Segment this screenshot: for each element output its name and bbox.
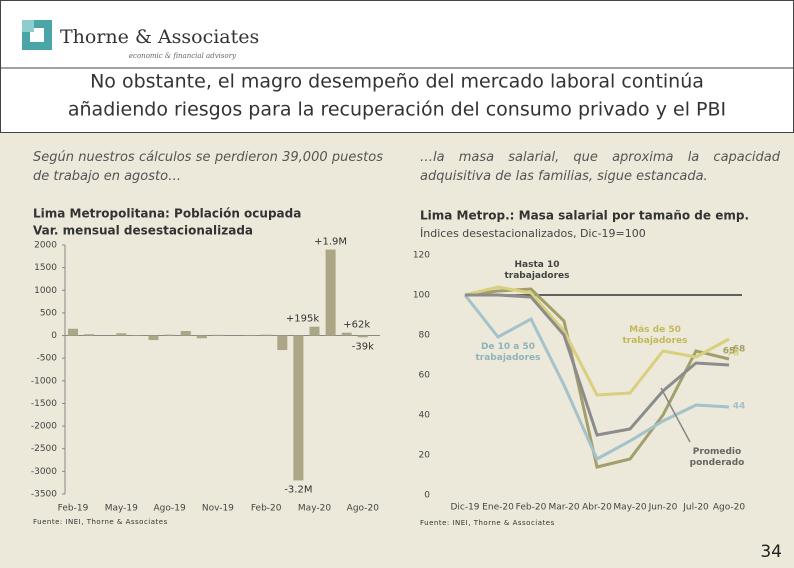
bar [68, 328, 78, 336]
x-tick-label: Feb-20 [516, 503, 547, 513]
value-label: -39k [352, 341, 374, 352]
y-tick-label: 80 [419, 331, 431, 341]
intro-text: …la masa salarial, que aproxima la capac… [420, 150, 780, 184]
bar [212, 334, 223, 336]
series-annotation: Hasta 10 trabajadores [504, 260, 570, 281]
bar [180, 331, 191, 336]
value-label: +1.9M [314, 237, 347, 248]
y-tick-label: 1500 [34, 263, 57, 273]
y-tick-label: -3500 [31, 490, 57, 500]
series-label: Hasta 10 trabajadores [504, 260, 570, 281]
bar [261, 334, 272, 336]
series-line [464, 285, 730, 397]
value-label: +195k [286, 314, 319, 325]
x-tick-label: May-20 [613, 503, 646, 513]
series-annotation: Promedio ponderado [689, 447, 745, 468]
end-label: 44 [733, 402, 746, 412]
y-tick-label: 0 [51, 331, 57, 341]
y-tick-label: 40 [419, 411, 431, 421]
bar [341, 332, 352, 336]
end-label: 78 [727, 349, 740, 359]
y-tick-label: -500 [37, 354, 58, 364]
intro-text: Según nuestros cálculos se perdieron 39,… [33, 150, 383, 184]
series-label: Más de 50 trabajadores [622, 325, 688, 346]
slide-title: añadiendo riesgos para la recuperación d… [68, 99, 726, 121]
bar [357, 335, 368, 338]
bar [84, 334, 95, 336]
y-tick-label: 20 [419, 451, 431, 461]
x-tick-label: Ago-20 [347, 504, 380, 514]
series-line [463, 294, 730, 462]
x-tick-label: Nov-19 [202, 504, 234, 514]
x-tick-label: Ago-19 [153, 504, 186, 514]
x-tick-label: Ago-20 [713, 503, 746, 513]
source: Fuente: INEI, Thorne & Associates [33, 518, 168, 526]
y-tick-label: 500 [40, 308, 57, 318]
x-tick-label: Ene-20 [482, 503, 514, 513]
end-label: 65 [723, 347, 736, 357]
slide-title: No obstante, el magro desempeño del merc… [90, 71, 704, 93]
x-tick-label: Dic-19 [450, 503, 479, 513]
y-tick-label: 1000 [34, 286, 57, 296]
series-label: Promedio ponderado [689, 447, 745, 468]
series-annotation: Más de 50 trabajadores [622, 325, 688, 346]
x-tick-label: Abr-20 [582, 503, 612, 513]
chart-subtitle: Índices desestacionalizados, Dic-19=100 [420, 227, 646, 240]
bar [196, 335, 207, 339]
y-tick-label: 120 [413, 251, 430, 261]
x-tick-label: Feb-19 [58, 504, 89, 514]
annotation-arrow [660, 387, 691, 443]
chart-subtitle: Var. mensual desestacionalizada [33, 224, 253, 238]
bar [325, 249, 336, 336]
y-tick-label: 0 [424, 491, 430, 501]
chart-title: Lima Metropolitana: Población ocupada [33, 207, 301, 221]
y-tick-label: -3000 [31, 467, 57, 477]
series-label: De 10 a 50 trabajadores [475, 342, 541, 363]
y-tick-label: -2500 [31, 444, 57, 454]
bar [116, 333, 127, 336]
y-tick-label: -1500 [31, 399, 57, 409]
series-annotation: De 10 a 50 trabajadores [475, 342, 541, 363]
bar [309, 326, 320, 336]
header-panel [0, 0, 794, 133]
y-tick-label: 2000 [34, 241, 57, 251]
x-tick-label: May-20 [298, 504, 331, 514]
y-tick-label: 100 [413, 291, 430, 301]
end-label: 68 [733, 345, 746, 355]
value-label: +62k [343, 320, 370, 331]
source: Fuente: INEI, Thorne & Associates [420, 519, 555, 527]
x-tick-label: May-19 [105, 504, 138, 514]
x-tick-label: Mar-20 [548, 503, 579, 513]
bar [293, 335, 304, 481]
value-label: -3.2M [284, 484, 312, 495]
bar [277, 335, 288, 351]
x-tick-label: Jul-20 [682, 503, 709, 513]
tagline: economic & financial advisory [129, 52, 237, 60]
y-tick-label: -1000 [31, 376, 57, 386]
page-number: 34 [760, 542, 782, 562]
chart-title: Lima Metrop.: Masa salarial por tamaño d… [420, 209, 749, 223]
y-tick-label: 60 [419, 371, 431, 381]
x-tick-label: Jun-20 [648, 503, 678, 513]
bar [164, 334, 175, 336]
intro-left: Según nuestros cálculos se perdieron 39,… [33, 150, 383, 184]
bar [148, 335, 159, 341]
x-tick-label: Feb-20 [251, 504, 282, 514]
series-line [465, 293, 730, 437]
logo [22, 20, 52, 50]
y-tick-label: -2000 [31, 422, 57, 432]
brand: Thorne & Associates [60, 26, 259, 48]
intro-right: …la masa salarial, que aproxima la capac… [420, 150, 780, 184]
